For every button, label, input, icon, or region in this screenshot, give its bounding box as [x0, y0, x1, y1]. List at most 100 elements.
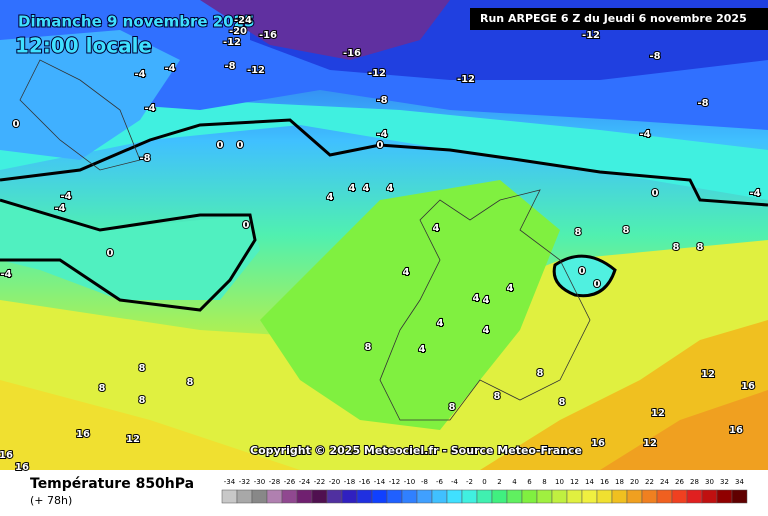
contour-label: 12: [651, 408, 665, 419]
scale-swatch: [296, 489, 313, 504]
scale-label: 22: [645, 478, 654, 486]
contour-label: 8: [449, 402, 456, 413]
scale-swatch: [251, 489, 268, 504]
scale-swatch: [266, 489, 283, 504]
scale-swatch: [281, 489, 298, 504]
contour-label: -4: [134, 69, 145, 80]
scale-swatch: [476, 489, 493, 504]
scale-label: -30: [254, 478, 265, 486]
contour-label: 4: [349, 183, 356, 194]
contour-label: 4: [437, 318, 444, 329]
scale-label: -18: [344, 478, 355, 486]
contour-label: 0: [107, 248, 114, 259]
contour-label: 0: [579, 266, 586, 277]
scale-label: -34: [224, 478, 236, 486]
contour-label: -4: [164, 63, 175, 74]
contour-label: 8: [365, 342, 372, 353]
contour-label: 4: [473, 293, 480, 304]
zero-contour: [0, 118, 768, 312]
scale-swatch: [551, 489, 568, 504]
contour-label: -4: [54, 203, 65, 214]
contour-label: 8: [139, 395, 146, 406]
contour-label: 0: [594, 279, 601, 290]
scale-label: 20: [630, 478, 639, 486]
scale-swatch: [416, 489, 433, 504]
contour-label: -4: [60, 191, 71, 202]
scale-swatch: [506, 489, 523, 504]
contour-label: -12: [223, 37, 241, 48]
contour-label: -20: [229, 26, 247, 37]
contour-label: 4: [433, 223, 440, 234]
contour-label: 4: [483, 295, 490, 306]
scale-label: 32: [720, 478, 729, 486]
contour-label: -4: [639, 129, 650, 140]
contour-label: -4: [749, 188, 760, 199]
scale-swatch: [356, 489, 373, 504]
contour-label: -24: [234, 15, 252, 26]
scale-label: -10: [404, 478, 415, 486]
contour-label: 16: [591, 438, 605, 449]
scale-swatch: [536, 489, 553, 504]
contour-label: 16: [15, 462, 29, 473]
scale-label: 10: [555, 478, 564, 486]
scale-swatch: [671, 489, 688, 504]
scale-swatch: [311, 489, 328, 504]
contour-label: 8: [623, 225, 630, 236]
contour-label: 16: [0, 450, 13, 461]
scale-swatch: [686, 489, 703, 504]
scale-label: -22: [314, 478, 325, 486]
contour-label: 0: [237, 140, 244, 151]
contour-label: 0: [652, 188, 659, 199]
scale-label: 30: [705, 478, 714, 486]
scale-label: 2: [497, 478, 501, 486]
scale-label: -4: [451, 478, 459, 486]
scale-swatch: [716, 489, 733, 504]
scale-swatch: [581, 489, 598, 504]
copyright: Copyright © 2025 Meteociel.fr - Source M…: [250, 444, 582, 457]
contour-label: -8: [224, 61, 235, 72]
run-info: Run ARPEGE 6 Z du Jeudi 6 novembre 2025: [480, 12, 747, 25]
contour-label: -4: [0, 269, 11, 280]
contour-label: 16: [741, 381, 755, 392]
scale-label: -8: [421, 478, 428, 486]
scale-swatch: [611, 489, 628, 504]
contour-label: -12: [247, 65, 265, 76]
scale-label: 28: [690, 478, 699, 486]
contour-label: -12: [457, 74, 475, 85]
scale-label: 34: [735, 478, 744, 486]
scale-label: -28: [269, 478, 280, 486]
contour-label: 8: [673, 242, 680, 253]
scale-label: 4: [512, 478, 517, 486]
scale-swatch: [596, 489, 613, 504]
contour-label: 8: [697, 242, 704, 253]
contour-label: 4: [507, 283, 514, 294]
contour-label: 0: [243, 220, 250, 231]
scale-label: -14: [374, 478, 386, 486]
scale-swatch: [701, 489, 718, 504]
scale-swatch: [431, 489, 448, 504]
scale-swatch: [461, 489, 478, 504]
contour-label: 4: [419, 344, 426, 355]
date: Dimanche 9 novembre 2025: [18, 13, 255, 31]
scale-swatch: [401, 489, 418, 504]
contour-label: 16: [729, 425, 743, 436]
contour-label: -8: [649, 51, 660, 62]
scale-label: -26: [284, 478, 296, 486]
contour-label: -8: [376, 95, 387, 106]
contour-label: 4: [483, 325, 490, 336]
scale-label: -12: [389, 478, 400, 486]
footer-subtitle: (+ 78h): [30, 494, 72, 507]
contour-label: -16: [343, 48, 361, 59]
scale-swatch: [656, 489, 673, 504]
scale-label: 8: [542, 478, 546, 486]
contour-label: 4: [403, 267, 410, 278]
scale-label: 6: [527, 478, 532, 486]
scale-label: -16: [359, 478, 371, 486]
contour-label: 8: [187, 377, 194, 388]
contour-label: 12: [126, 434, 140, 445]
scale-swatch: [641, 489, 658, 504]
scale-label: 16: [600, 478, 609, 486]
contour-label: 8: [575, 227, 582, 238]
scale-label: -6: [436, 478, 444, 486]
